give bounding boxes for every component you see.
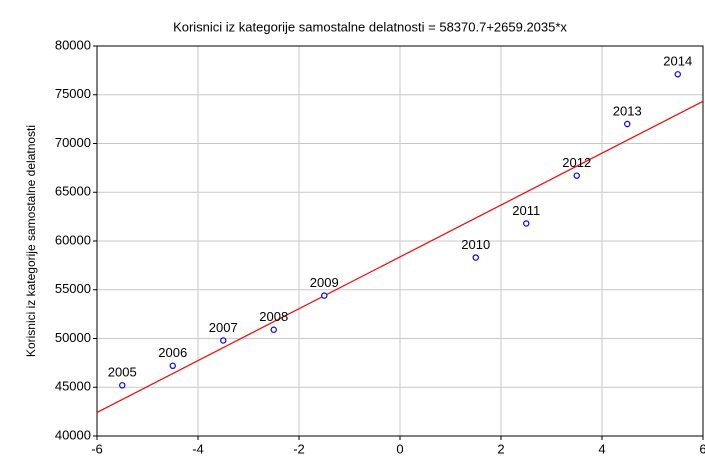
point [472,254,479,261]
y-tick-label: 55000 [55,281,91,296]
point [573,172,580,179]
y-tick-label: 70000 [55,135,91,150]
point-label: 2008 [259,309,288,324]
x-tick-label: 2 [497,441,504,456]
plot-frame [96,45,704,437]
point [119,382,126,389]
regression-line [96,100,704,413]
point [220,337,227,344]
y-tick-label: 40000 [55,427,91,442]
point-label: 2009 [310,275,339,290]
y-tick-label: 50000 [55,330,91,345]
x-tick-label: 6 [699,441,705,456]
point-label: 2013 [613,103,642,118]
x-tick-label: -4 [192,441,204,456]
x-tick-label: -2 [293,441,305,456]
point [270,326,277,333]
x-tick-label: 0 [396,441,403,456]
point-label: 2007 [209,320,238,335]
x-tick-label: 4 [598,441,605,456]
y-tick-label: 45000 [55,379,91,394]
chart-title: Korisnici iz kategorije samostalne delat… [173,19,567,34]
point-label: 2011 [512,203,540,218]
point-label: 2005 [108,365,137,380]
point-label: 2010 [461,237,490,252]
point [523,220,530,227]
x-tick-label: -6 [91,441,103,456]
y-axis-label: Korisnici iz kategorije samostalne delat… [24,125,38,357]
point [674,71,681,78]
y-tick-label: 65000 [55,184,91,199]
point [169,362,176,369]
point-label: 2012 [562,155,591,170]
point [321,292,328,299]
y-tick-label: 60000 [55,232,91,247]
point-label: 2006 [158,345,187,360]
point-label: 2014 [663,54,692,69]
y-tick-label: 75000 [55,86,91,101]
point [624,120,631,128]
y-tick-label: 80000 [55,37,91,52]
